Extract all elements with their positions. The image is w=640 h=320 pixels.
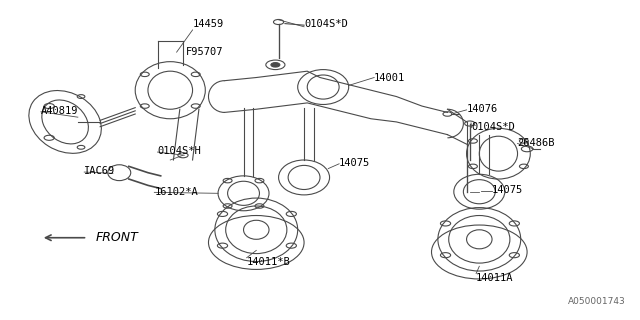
Text: 26486B: 26486B (518, 138, 555, 148)
Text: A40819: A40819 (41, 106, 78, 116)
Text: 14459: 14459 (193, 19, 224, 28)
Text: A050001743: A050001743 (568, 297, 626, 306)
Text: FRONT: FRONT (96, 231, 138, 244)
Text: 0104S*D: 0104S*D (304, 19, 348, 28)
Text: IAC69: IAC69 (84, 166, 115, 176)
Text: F95707: F95707 (186, 47, 224, 57)
Text: 0104S*D: 0104S*D (472, 122, 515, 132)
Text: 14075: 14075 (492, 185, 524, 195)
Text: 14075: 14075 (339, 158, 371, 168)
Text: 14011A: 14011A (476, 273, 514, 283)
Text: 14076: 14076 (467, 104, 498, 114)
Text: 0104S*H: 0104S*H (157, 146, 201, 156)
Circle shape (271, 63, 280, 67)
Text: 14001: 14001 (374, 73, 405, 83)
Text: 14011*B: 14011*B (246, 257, 291, 267)
Text: 16102*A: 16102*A (154, 187, 198, 197)
